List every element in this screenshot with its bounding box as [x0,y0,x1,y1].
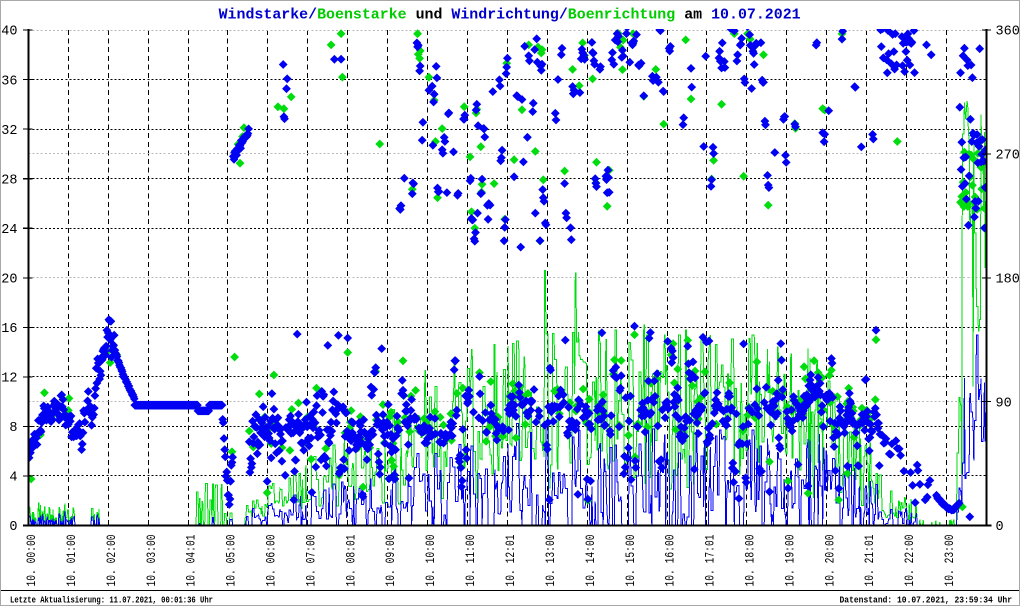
svg-text:10. 00:00: 10. 00:00 [24,535,39,587]
svg-text:und: und [416,7,443,24]
svg-text:360: 360 [996,25,1020,40]
svg-text:20: 20 [1,272,17,287]
svg-text:32: 32 [1,124,17,139]
svg-text:am: am [684,7,702,24]
svg-text:36: 36 [1,74,17,89]
svg-text:Datenstand: 10.07.2021, 23:59:: Datenstand: 10.07.2021, 23:59:34 Uhr [840,595,1013,606]
svg-text:10.07.2021: 10.07.2021 [711,7,801,24]
svg-text:0: 0 [9,520,17,535]
svg-text:10. 04:01: 10. 04:01 [184,534,199,586]
svg-text:10. 20:00: 10. 20:00 [822,535,837,587]
svg-text:10. 16:00: 10. 16:00 [663,535,678,587]
svg-text:10. 11:00: 10. 11:00 [463,535,478,587]
svg-text:10. 02:00: 10. 02:00 [104,535,119,587]
svg-text:8: 8 [9,421,17,436]
svg-text:10. 06:00: 10. 06:00 [264,535,279,587]
svg-text:12: 12 [1,372,17,387]
svg-text:180: 180 [996,272,1020,287]
svg-text:Windstarke/: Windstarke/ [219,7,318,24]
svg-text:10. 13:00: 10. 13:00 [543,535,558,587]
svg-text:10. 09:00: 10. 09:00 [383,535,398,587]
svg-text:Letzte Aktualisierung: 11.07.2: Letzte Aktualisierung: 11.07.2021, 00:01… [10,595,213,606]
svg-text:Windrichtung/: Windrichtung/ [451,7,567,24]
svg-text:10. 10:00: 10. 10:00 [423,535,438,587]
svg-text:10. 18:00: 10. 18:00 [743,535,758,587]
svg-text:Boenstarke: Boenstarke [317,7,407,24]
svg-text:90: 90 [996,396,1012,411]
svg-text:40: 40 [1,25,17,40]
svg-text:10. 21:01: 10. 21:01 [862,534,877,586]
svg-text:4: 4 [9,471,17,486]
svg-text:10. 07:00: 10. 07:00 [303,535,318,587]
svg-text:10. 23:00: 10. 23:00 [942,535,957,587]
svg-text:10. 17:01: 10. 17:01 [703,534,718,586]
svg-text:Boenrichtung: Boenrichtung [568,7,675,24]
svg-text:10. 19:00: 10. 19:00 [782,535,797,587]
svg-text:10. 14:00: 10. 14:00 [583,535,598,587]
svg-text:16: 16 [1,322,17,337]
svg-text:10. 15:00: 10. 15:00 [623,535,638,587]
svg-text:10. 01:00: 10. 01:00 [64,535,79,587]
svg-text:10. 08:01: 10. 08:01 [343,534,358,586]
svg-text:10. 03:00: 10. 03:00 [144,535,159,587]
svg-text:24: 24 [1,223,17,238]
svg-text:10. 05:00: 10. 05:00 [224,535,239,587]
svg-text:270: 270 [996,149,1020,164]
svg-text:10. 12:01: 10. 12:01 [503,534,518,586]
svg-text:28: 28 [1,173,17,188]
svg-text:10. 22:00: 10. 22:00 [902,535,917,587]
svg-text:0: 0 [996,520,1004,535]
